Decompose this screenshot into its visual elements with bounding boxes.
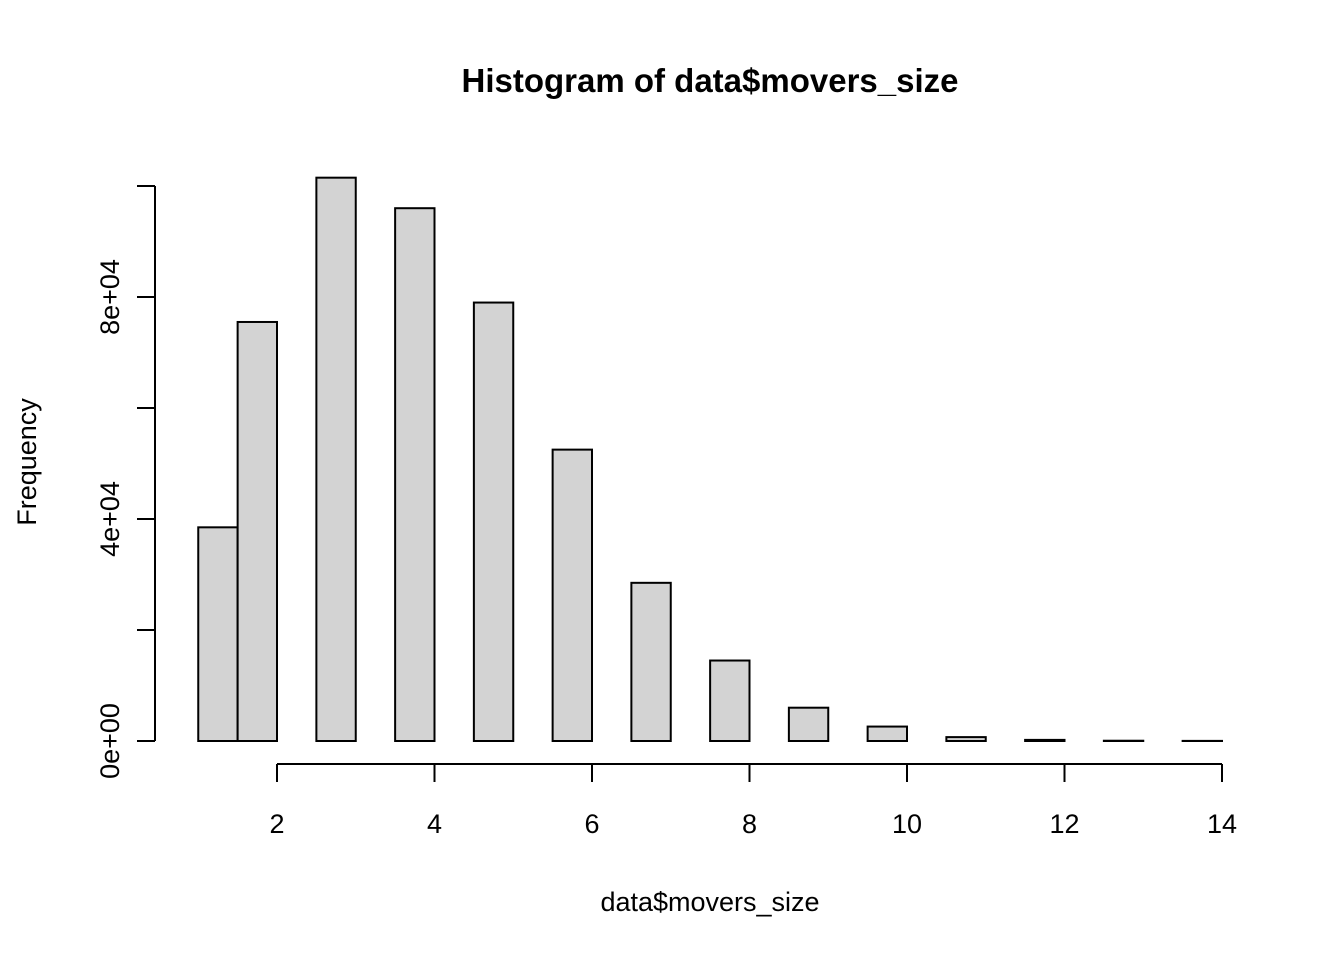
- bars-group: [197, 176, 1223, 743]
- x-tick-label: 6: [584, 809, 599, 839]
- chart-title: Histogram of data$movers_size: [461, 62, 958, 99]
- histogram-bar: [1024, 738, 1066, 743]
- histogram-bar: [709, 659, 751, 743]
- histogram-bar: [787, 706, 830, 743]
- x-tick-label: 12: [1049, 809, 1079, 839]
- x-axis: 2 4 6 8 10 12 14: [269, 763, 1237, 839]
- histogram-bar: [551, 448, 593, 742]
- histogram-bar: [866, 725, 908, 743]
- y-axis: 0e+00 4e+04 8e+04: [95, 185, 156, 779]
- histogram-bar: [630, 581, 672, 743]
- histogram-bar: [315, 176, 357, 743]
- histogram-bar: [945, 736, 987, 742]
- histogram-bar: [472, 301, 515, 742]
- y-axis-label: Frequency: [12, 398, 42, 526]
- x-tick-label: 14: [1207, 809, 1237, 839]
- x-tick-label: 10: [892, 809, 922, 839]
- x-tick-label: 2: [269, 809, 284, 839]
- x-tick-label: 4: [427, 809, 442, 839]
- y-tick-label: 0e+00: [95, 703, 125, 779]
- histogram-bar: [236, 320, 278, 742]
- histogram-bar: [394, 207, 436, 742]
- x-axis-label: data$movers_size: [600, 887, 819, 917]
- y-tick-label: 4e+04: [95, 481, 125, 557]
- x-tick-label: 8: [742, 809, 757, 839]
- y-tick-label: 8e+04: [95, 259, 125, 335]
- histogram-bar: [197, 526, 239, 743]
